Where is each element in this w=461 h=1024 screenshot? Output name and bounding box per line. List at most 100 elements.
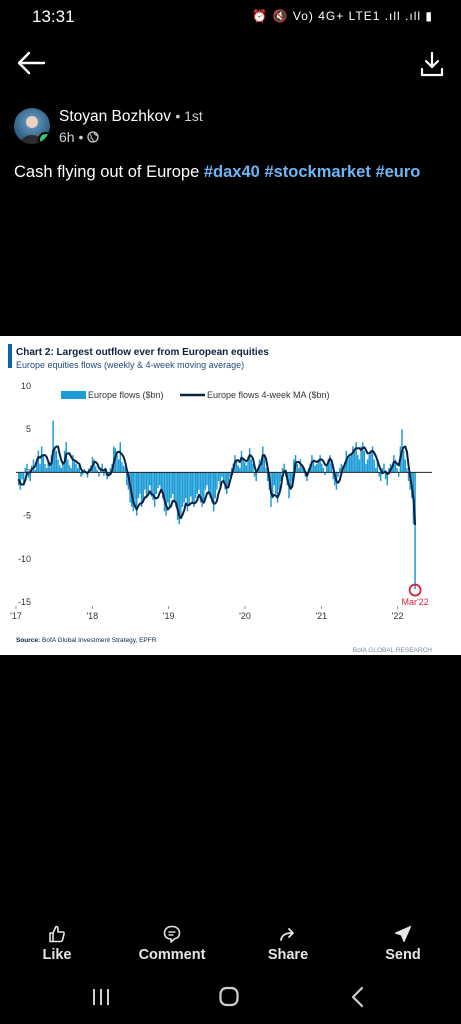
- flow-bar: [211, 472, 213, 503]
- flow-bar: [70, 468, 72, 473]
- download-icon[interactable]: [419, 50, 445, 78]
- hashtag-dax40[interactable]: #dax40: [203, 163, 260, 181]
- flow-bar: [152, 472, 154, 501]
- flow-bar: [22, 472, 25, 483]
- flow-bar: [226, 472, 228, 494]
- x-tick-label: '20: [239, 611, 251, 621]
- post-author[interactable]: Stoyan Bozhkov • 1st 6h •: [14, 106, 444, 150]
- flow-bar: [291, 472, 293, 482]
- flow-bar: [196, 472, 198, 494]
- flow-bar: [149, 472, 151, 486]
- flow-bar: [206, 472, 208, 486]
- flow-bar: [170, 472, 172, 499]
- author-name[interactable]: Stoyan Bozhkov: [59, 108, 172, 125]
- flow-bar: [150, 472, 153, 497]
- flow-bar: [368, 455, 370, 473]
- flow-bar: [235, 459, 238, 473]
- flow-bar: [222, 472, 225, 482]
- flow-bar: [139, 472, 141, 494]
- flow-bar: [162, 472, 164, 499]
- flow-bar: [198, 472, 200, 490]
- flow-bar: [280, 472, 282, 482]
- x-tick-label: '22: [392, 611, 404, 621]
- y-tick-label: -15: [18, 597, 31, 607]
- flow-bar: [343, 462, 346, 473]
- flow-bar: [42, 455, 45, 473]
- flow-bar: [247, 456, 249, 473]
- comment-button[interactable]: Comment: [127, 924, 217, 963]
- flow-bar: [384, 472, 387, 480]
- flow-bar: [373, 459, 375, 473]
- flow-bar: [60, 468, 63, 473]
- source-text: BofA Global Investment Strategy, EPFR: [42, 637, 157, 644]
- flow-bar: [283, 463, 285, 473]
- back-chevron-icon[interactable]: [343, 984, 373, 1010]
- flow-bar: [252, 463, 254, 473]
- flow-bar: [40, 446, 43, 473]
- arrow-left-icon[interactable]: [16, 50, 46, 76]
- comment-icon: [163, 925, 181, 943]
- like-button[interactable]: Like: [12, 924, 102, 963]
- connection-degree: • 1st: [175, 108, 203, 124]
- flow-bar: [185, 472, 187, 499]
- status-time: 13:31: [32, 7, 75, 26]
- flow-bar: [103, 472, 105, 476]
- flow-bar: [337, 472, 339, 477]
- hashtag-euro[interactable]: #euro: [375, 163, 421, 181]
- flow-bar: [188, 472, 190, 506]
- hashtag-stockmarket[interactable]: #stockmarket: [264, 163, 371, 181]
- flow-bar: [168, 472, 171, 509]
- flow-bar: [96, 469, 99, 473]
- flow-bar: [296, 463, 298, 473]
- flow-bar: [122, 465, 125, 473]
- flow-bar: [229, 472, 231, 477]
- flow-bar: [21, 472, 23, 480]
- flow-bar: [314, 465, 316, 473]
- flow-bar: [80, 472, 82, 477]
- share-button[interactable]: Share: [243, 924, 333, 963]
- globe-icon: [87, 131, 99, 143]
- flow-bar: [209, 472, 212, 499]
- flow-bar: [255, 472, 257, 482]
- recent-apps-icon[interactable]: [86, 984, 116, 1010]
- home-icon[interactable]: [214, 984, 244, 1010]
- flow-bar: [396, 468, 398, 473]
- flow-bar: [361, 442, 364, 473]
- flow-bar: [176, 472, 179, 520]
- flow-bar: [325, 465, 328, 473]
- send-button[interactable]: Send: [358, 924, 448, 963]
- flow-bar: [357, 455, 359, 473]
- flow-bar: [299, 459, 302, 473]
- title-accent-bar: [8, 344, 12, 368]
- avatar[interactable]: [14, 108, 50, 144]
- flow-bar: [175, 472, 177, 507]
- flow-bar: [98, 472, 100, 477]
- flow-bar: [332, 472, 334, 480]
- flow-bar: [278, 472, 280, 490]
- flow-bar: [381, 468, 384, 473]
- flow-bar: [167, 472, 169, 503]
- ma-series-line: [17, 445, 417, 526]
- flow-bar: [137, 472, 140, 499]
- flow-bar: [407, 472, 410, 482]
- flow-bar: [275, 472, 277, 494]
- flow-bar: [160, 472, 162, 492]
- chart-image[interactable]: Chart 2: Largest outflow ever from Europ…: [0, 336, 461, 655]
- flow-bar: [352, 446, 354, 473]
- flow-bar: [388, 468, 390, 473]
- flow-bar: [230, 468, 233, 473]
- flow-bar: [145, 472, 148, 499]
- flow-bar: [322, 468, 325, 473]
- flow-bar: [116, 455, 118, 473]
- flow-bar: [126, 472, 128, 486]
- flow-bar: [94, 466, 97, 473]
- author-name-line[interactable]: Stoyan Bozhkov • 1st: [59, 108, 203, 126]
- flow-bar: [86, 472, 89, 478]
- online-status-dot: [38, 132, 50, 144]
- flow-bar: [72, 455, 74, 473]
- flow-bar: [93, 459, 95, 473]
- flow-bar: [340, 463, 343, 473]
- flow-bar: [101, 463, 103, 473]
- flow-bar: [201, 472, 203, 507]
- post-meta: 6h •: [59, 129, 99, 145]
